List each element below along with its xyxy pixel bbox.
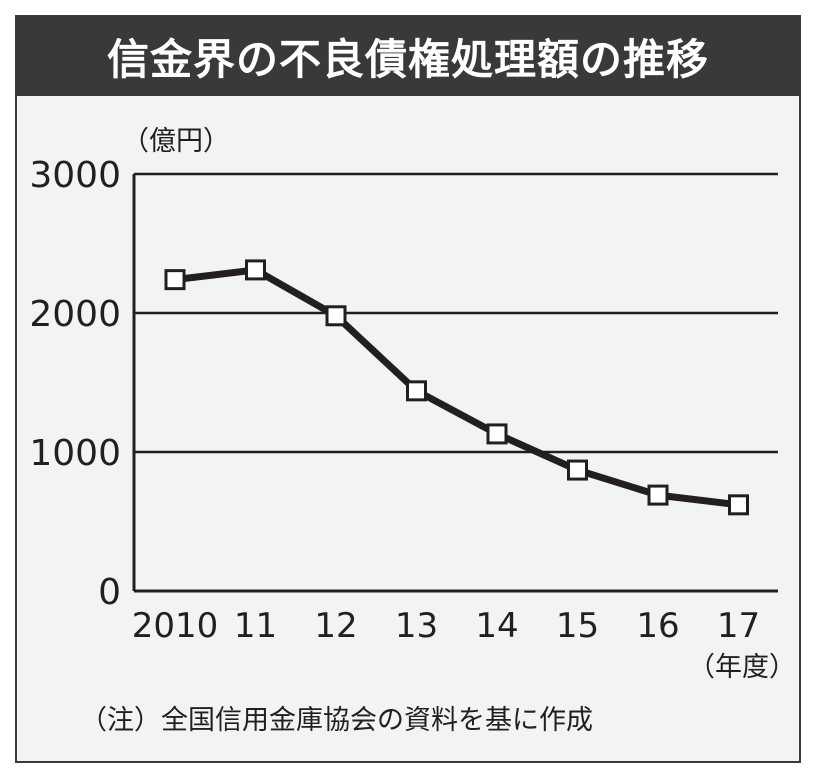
series-line (174, 266, 739, 509)
chart-frame: 信金界の不良債権処理額の推移 (15, 15, 801, 763)
data-point (567, 459, 588, 481)
data-point (325, 305, 347, 327)
y-axis-unit-label: （億円） (122, 126, 230, 157)
data-point (647, 484, 669, 506)
y-tick-label: 3000 (29, 155, 121, 196)
y-tick-labels: 0 1000 2000 3000 (29, 155, 121, 613)
x-tick-label: 17 (717, 606, 760, 646)
source-note: （注）全国信用金庫協会の資料を基に作成 (80, 705, 593, 736)
x-tick-label: 14 (475, 606, 518, 646)
chart-title: 信金界の不良債権処理額の推移 (17, 17, 799, 96)
data-point (164, 269, 186, 291)
data-point (486, 423, 508, 445)
y-tick-label: 2000 (29, 294, 121, 335)
x-tick-label: 11 (234, 606, 277, 646)
y-tick-label: 1000 (29, 433, 121, 474)
y-tick-label: 0 (98, 572, 121, 613)
gridlines (132, 172, 778, 593)
data-point (406, 380, 427, 402)
x-tick-label: 2010 (132, 606, 219, 646)
x-tick-label: 12 (314, 606, 357, 646)
x-tick-label: 16 (636, 606, 679, 646)
data-series (164, 259, 749, 516)
x-tick-label: 15 (556, 606, 599, 646)
x-tick-labels: 2010 11 12 13 14 15 16 17 (132, 606, 760, 646)
x-axis-unit-label: （年度） (688, 652, 796, 683)
data-point (245, 259, 266, 281)
data-point (728, 494, 749, 516)
x-tick-label: 13 (395, 606, 438, 646)
